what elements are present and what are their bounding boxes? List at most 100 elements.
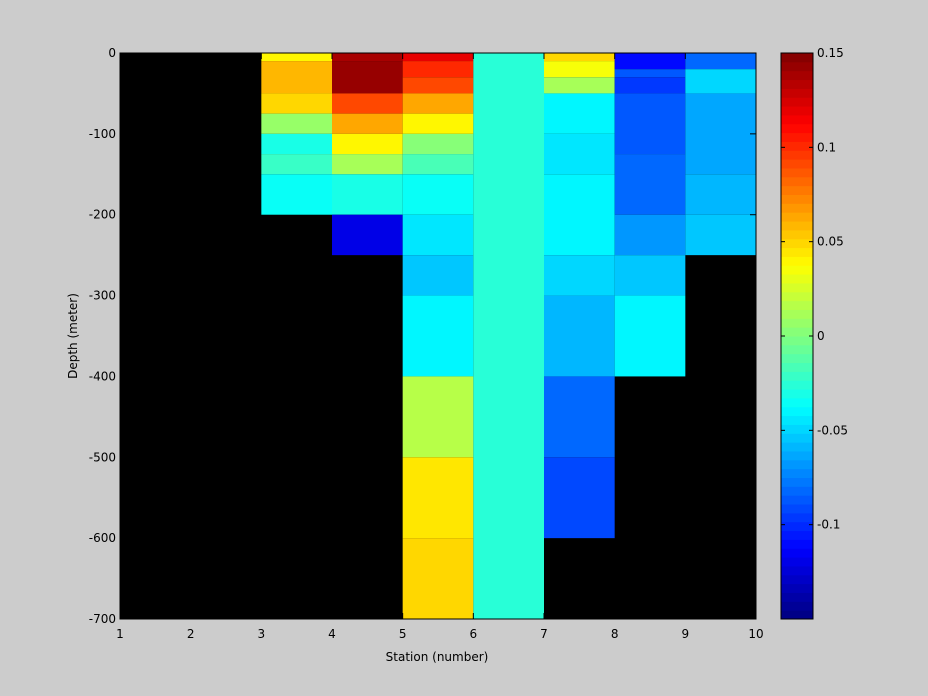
heatmap-cell — [685, 174, 756, 215]
y-tick-label: -300 — [89, 289, 116, 303]
colorbar-level — [781, 539, 813, 549]
colorbar-tick-label: 0.1 — [817, 140, 836, 154]
heatmap-cell — [544, 457, 615, 539]
x-tick-label: 3 — [258, 627, 266, 641]
heatmap-cell — [402, 376, 474, 458]
colorbar-level — [781, 557, 813, 567]
heatmap-cell — [614, 93, 686, 155]
colorbar-level — [781, 362, 813, 372]
heatmap-cell — [685, 93, 756, 175]
colorbar-level — [781, 601, 813, 611]
heatmap-cell — [544, 61, 615, 78]
heatmap-cell — [402, 53, 474, 62]
heatmap-cell — [402, 174, 474, 215]
colorbar-level — [781, 238, 813, 249]
y-tick-label: -400 — [89, 369, 116, 383]
colorbar-level — [781, 247, 813, 257]
heatmap-cell — [614, 255, 686, 296]
heatmap-cell — [685, 69, 756, 94]
colorbar-level — [781, 548, 813, 558]
colorbar-level — [781, 477, 813, 487]
colorbar-level — [781, 583, 813, 593]
colorbar-level — [781, 309, 813, 319]
heatmap-cell — [402, 154, 474, 175]
y-tick-label: -700 — [89, 612, 116, 626]
colorbar-level — [781, 185, 813, 195]
x-tick-label: 8 — [611, 627, 619, 641]
heatmap-cell — [261, 113, 332, 134]
colorbar-level — [781, 521, 813, 532]
colorbar-level — [781, 229, 813, 240]
colorbar-level — [781, 610, 813, 620]
heatmap-cell — [544, 174, 615, 256]
heatmap-cell — [332, 133, 403, 155]
plot-area — [119, 52, 757, 620]
colorbar-level — [781, 592, 813, 602]
heatmap-cell — [544, 77, 615, 94]
heatmap-cell — [544, 255, 615, 296]
colorbar-level — [781, 424, 813, 434]
heatmap-cell — [261, 53, 332, 62]
heatmap-cell — [614, 214, 686, 256]
colorbar-level — [781, 574, 813, 585]
colorbar-level — [781, 530, 813, 540]
colorbar-level — [781, 212, 813, 222]
y-tick-label: -200 — [89, 208, 116, 222]
heatmap-cell — [544, 93, 615, 134]
heatmap-cell — [544, 53, 615, 62]
heatmap-cell — [261, 154, 332, 175]
colorbar-level — [781, 203, 813, 213]
colorbar-level — [781, 327, 813, 337]
colorbar-level — [781, 123, 813, 134]
heatmap-cell — [402, 93, 474, 114]
heatmap-cell — [261, 93, 332, 114]
colorbar-level — [781, 433, 813, 443]
colorbar-tick-label: 0 — [817, 329, 825, 343]
colorbar-level — [781, 389, 813, 399]
x-tick-label: 2 — [187, 627, 195, 641]
colorbar-level — [781, 415, 813, 425]
colorbar-tick-label: -0.05 — [817, 423, 848, 437]
colorbar-level — [781, 380, 813, 390]
x-tick-label: 7 — [540, 627, 548, 641]
colorbar-level — [781, 336, 813, 346]
colorbar: 0.15 0.1 0.05 0 -0.05 -0.1 — [780, 46, 848, 620]
heatmap-cell — [332, 53, 403, 62]
heatmap-cell — [261, 174, 332, 215]
colorbar-level — [781, 79, 813, 89]
heatmap-cell — [402, 295, 474, 377]
heatmap-cell — [332, 174, 403, 215]
heatmap-cell — [402, 77, 474, 94]
heatmap-cell — [332, 93, 403, 114]
heatmap-cell — [402, 214, 474, 256]
colorbar-level — [781, 114, 813, 125]
colorbar-level — [781, 344, 813, 355]
heatmap-cell — [332, 214, 403, 256]
colorbar-level — [781, 291, 813, 302]
heatmap-cell — [614, 53, 686, 70]
colorbar-level — [781, 318, 813, 328]
heatmap-cell — [332, 61, 403, 94]
heatmap-cell — [402, 61, 474, 78]
plot-frame — [119, 52, 757, 620]
heatmap-cell — [261, 133, 332, 155]
x-tick-label: 5 — [399, 627, 407, 641]
y-tick-label: 0 — [108, 46, 116, 60]
colorbar-level — [781, 256, 813, 266]
colorbar-level — [781, 150, 813, 160]
heatmap-cells — [261, 53, 756, 619]
colorbar-level — [781, 53, 813, 63]
heatmap-cell — [332, 154, 403, 175]
colorbar-tick-label: 0.15 — [817, 46, 844, 60]
colorbar-level — [781, 450, 813, 461]
y-tick-label: -500 — [89, 450, 116, 464]
heatmap-cell — [685, 53, 756, 70]
colorbar-level — [781, 265, 813, 275]
heatmap-cell — [614, 77, 686, 94]
colorbar-level — [781, 504, 813, 514]
x-tick-label: 4 — [328, 627, 336, 641]
colorbar-tick-label: 0.05 — [817, 235, 844, 249]
colorbar-level — [781, 167, 813, 178]
colorbar-level — [781, 300, 813, 310]
